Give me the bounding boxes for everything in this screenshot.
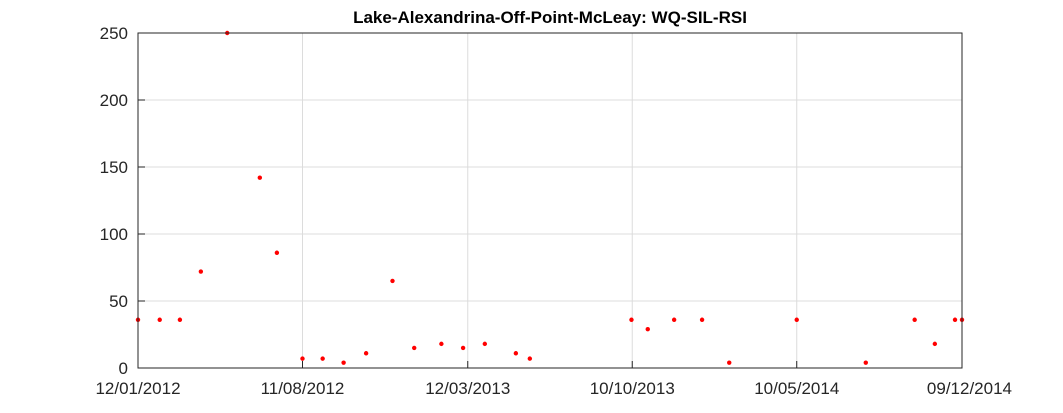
y-tick-label: 200 <box>100 91 128 110</box>
data-point <box>645 326 650 332</box>
data-point <box>513 351 519 356</box>
data-point <box>412 345 417 351</box>
data-point <box>952 317 958 322</box>
data-point <box>157 317 162 322</box>
data-point <box>932 341 938 347</box>
data-point <box>460 345 466 351</box>
data-point <box>699 317 705 322</box>
plot-area-frame <box>137 32 963 369</box>
data-point <box>527 356 533 361</box>
x-tick-label: 12/03/2013 <box>425 379 510 398</box>
y-tick-label: 100 <box>100 225 128 244</box>
data-point <box>863 360 868 365</box>
data-point <box>439 341 444 347</box>
data-point <box>198 269 204 274</box>
data-point <box>727 360 732 365</box>
data-point <box>482 341 488 347</box>
data-point <box>274 250 280 255</box>
y-tick-label: 150 <box>100 158 128 177</box>
y-tick-label: 250 <box>100 24 128 43</box>
chart-title: Lake-Alexandrina-Off-Point-McLeay: WQ-SI… <box>353 8 747 27</box>
data-point <box>629 317 634 322</box>
data-point <box>257 175 263 180</box>
grid-lines <box>138 33 962 368</box>
x-tick-label: 09/12/2014 <box>927 379 1012 398</box>
data-point <box>341 360 346 365</box>
x-tick-label: 12/01/2012 <box>95 379 180 398</box>
x-tick-label: 10/05/2014 <box>754 379 839 398</box>
data-point <box>320 356 325 361</box>
data-point <box>300 356 305 361</box>
data-point <box>912 317 917 322</box>
y-tick-label: 0 <box>119 359 128 378</box>
data-point <box>390 278 395 284</box>
data-point <box>177 317 183 322</box>
x-tick-label: 10/10/2013 <box>590 379 675 398</box>
y-axis: 0 50 100 150 200 250 <box>100 24 145 378</box>
y-tick-label: 50 <box>109 292 128 311</box>
x-tick-label: 11/08/2012 <box>261 379 345 398</box>
x-axis: 12/01/2012 11/08/2012 12/03/2013 10/10/2013… <box>95 361 1012 398</box>
data-point <box>671 317 677 322</box>
data-points <box>135 30 965 365</box>
data-point <box>363 351 369 356</box>
data-point <box>794 317 799 322</box>
